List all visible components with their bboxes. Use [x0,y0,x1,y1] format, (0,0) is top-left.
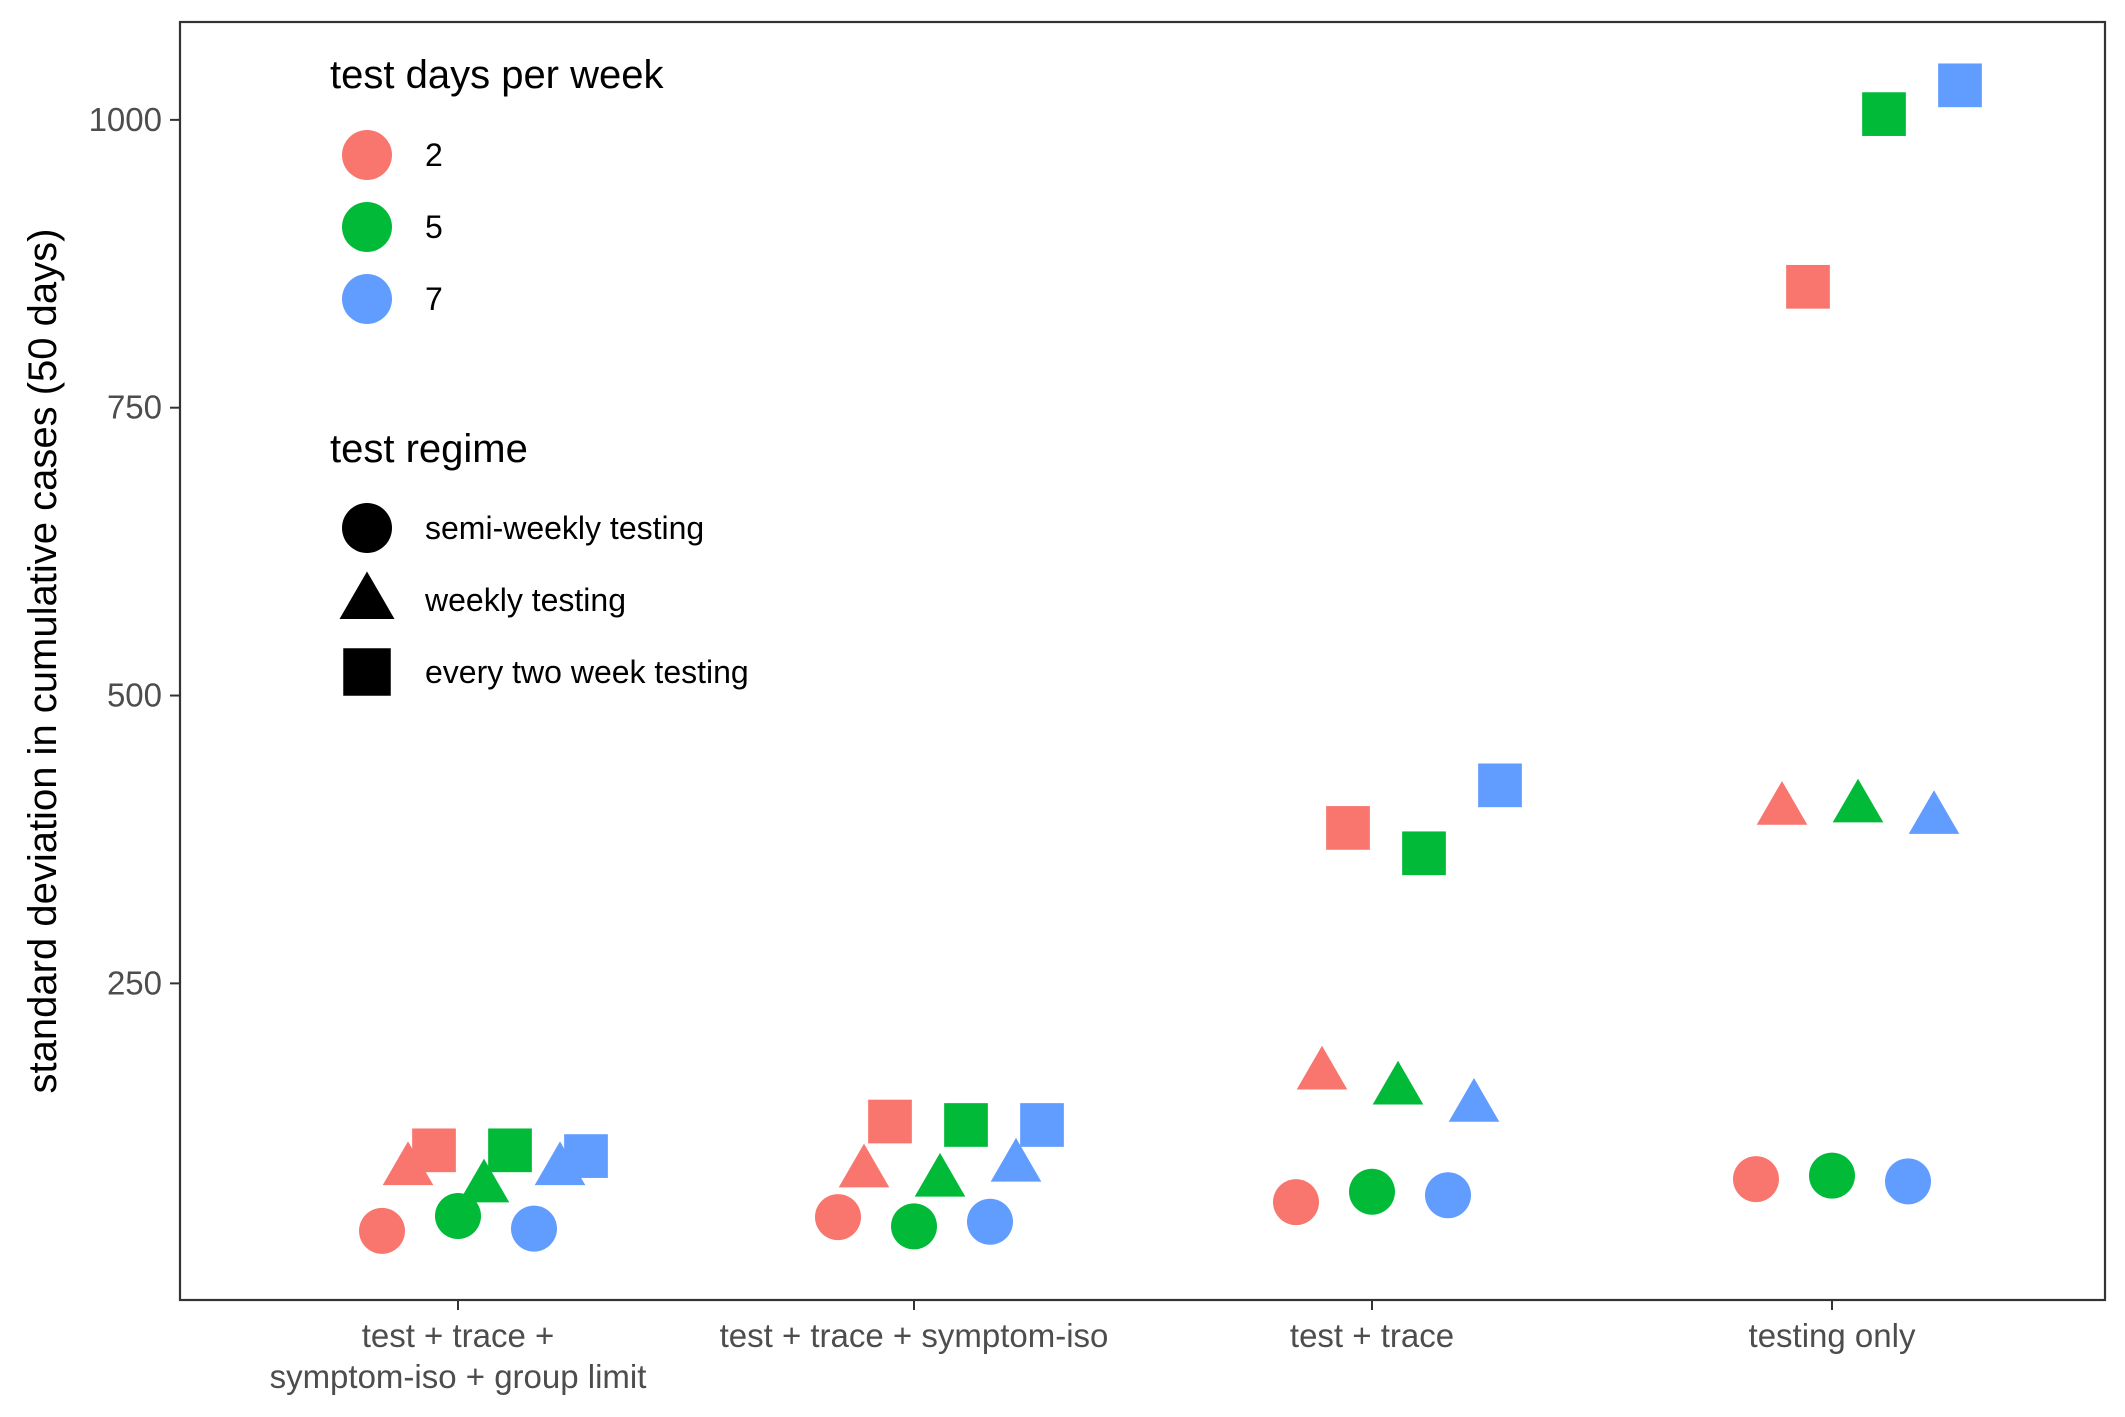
plot-panel-border [178,20,2107,1302]
shape-legend-key [339,571,395,619]
color-legend-title: test days per week [330,53,664,97]
data-point [458,1158,510,1203]
data-point [1756,781,1808,825]
color-legend-label: 5 [425,209,443,245]
data-point [1786,264,1830,309]
shape-legend-label: every two week testing [425,654,749,690]
data-point [1020,1103,1064,1147]
x-tick-label: test + trace [1290,1317,1454,1354]
y-tick-label: 250 [107,964,162,1001]
color-legend-key [342,202,392,252]
data-point [488,1128,532,1173]
data-point [891,1203,937,1250]
data-point [435,1192,481,1239]
color-legend-key [342,130,392,180]
data-point [534,1141,586,1186]
data-point [359,1207,405,1254]
data-point [967,1198,1013,1245]
data-point [944,1103,988,1147]
shape-legend-title: test regime [330,427,528,471]
y-tick-label: 750 [107,389,162,426]
y-tick-label: 1000 [89,101,162,138]
data-point [382,1141,434,1186]
axes: 250 500 750 1000 test + trace + symptom-iso +… [89,101,1916,1395]
data-point [1326,806,1370,850]
color-legend-key [342,274,392,324]
shape-legend-label: semi-weekly testing [425,510,704,546]
data-point [1372,1060,1424,1105]
data-point [1273,1179,1319,1226]
color-legend-label: 2 [425,137,443,173]
x-tick-label: testing only [1749,1317,1916,1354]
data-point [1448,1078,1500,1122]
data-point [990,1137,1042,1182]
data-point [1862,92,1906,136]
color-legend-label: 7 [425,281,443,317]
data-points [359,63,1982,1254]
data-point [1809,1152,1855,1199]
shape-legend-label: weekly testing [424,582,626,618]
data-point [1425,1172,1471,1219]
data-point [1733,1156,1779,1203]
data-point [1908,790,1960,834]
data-point [1885,1158,1931,1205]
data-point [1478,763,1522,808]
data-point [838,1143,890,1188]
data-point [815,1194,861,1241]
shape-legend-key [342,503,392,553]
data-point [1349,1168,1395,1215]
data-point [1938,63,1982,108]
y-axis-title: standard deviation in cumulative cases (… [21,229,65,1094]
x-tick-label: test + trace + [362,1317,555,1354]
data-point [511,1205,557,1252]
legend: test days per week 2 5 7 test regime semi-wee… [330,53,749,696]
data-point [868,1099,912,1144]
x-tick-label: symptom-iso + group limit [270,1358,647,1395]
data-point [1832,778,1884,823]
y-tick-label: 500 [107,677,162,714]
data-point [1296,1045,1348,1090]
x-tick-label: test + trace + symptom-iso [720,1317,1109,1354]
data-point [1402,831,1446,876]
shape-legend-key [343,648,391,696]
data-point [914,1152,966,1197]
